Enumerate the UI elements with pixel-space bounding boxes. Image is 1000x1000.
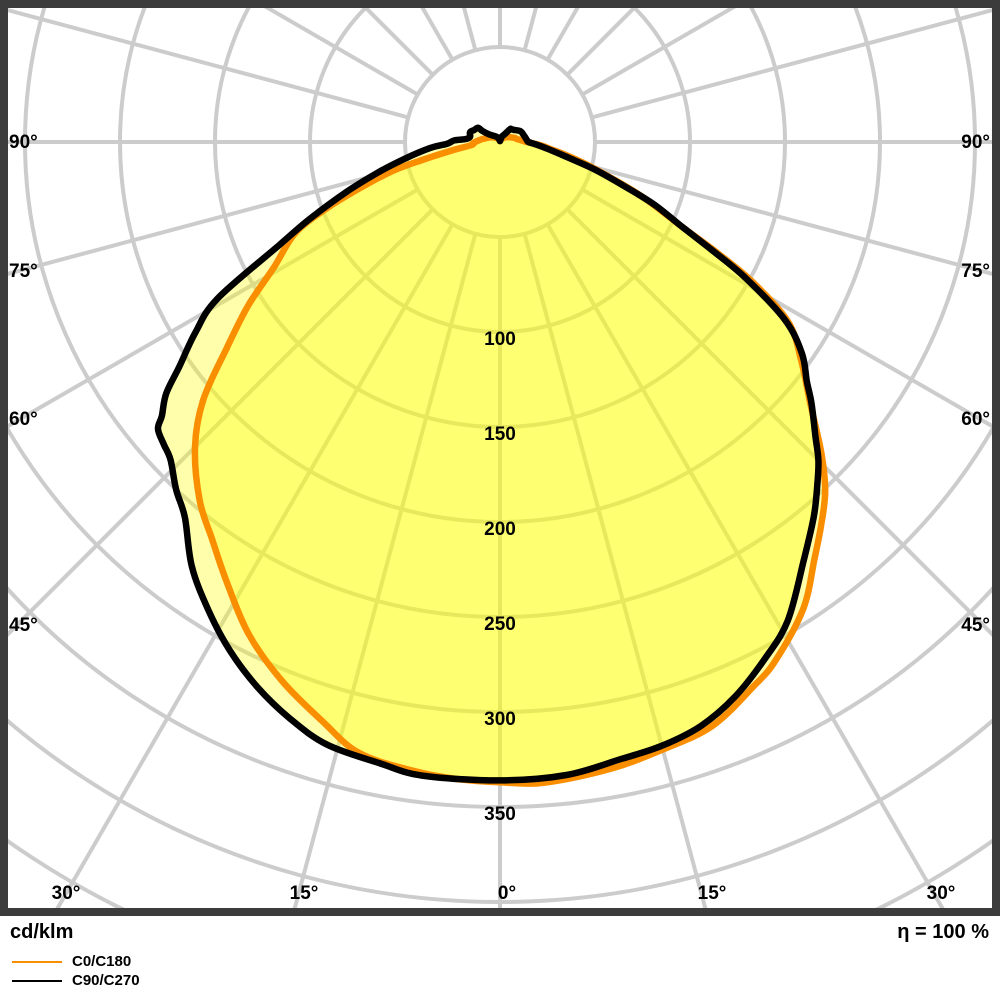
legend-label: C90/C270 (72, 972, 140, 989)
units-label: cd/klm (10, 921, 74, 943)
grid-radial-line (55, 223, 455, 908)
axis-labels: 100 150 200 250 300 350 90° 75° 60° 45° 90° 75° 60° 4… (9, 132, 990, 904)
legend-line-swatch (12, 960, 62, 963)
grid-radial-line (581, 187, 992, 429)
angle-tick-label-bottom: 30° (927, 883, 956, 904)
angle-tick-label-left: 90° (9, 132, 38, 153)
grid-radial-line (545, 8, 580, 61)
grid-radial-line (545, 223, 945, 908)
grid-radial-line (565, 207, 992, 637)
angle-tick-label-left: 75° (9, 261, 38, 282)
radial-tick-label: 250 (484, 614, 516, 635)
legend-label: C0/C180 (72, 953, 132, 970)
grid-radial-line (8, 207, 435, 637)
angle-tick-label-bottom: 15° (698, 883, 727, 904)
plot-frame (0, 0, 1000, 916)
radial-tick-label: 350 (484, 804, 516, 825)
radial-tick-label: 150 (484, 424, 516, 445)
grid-radial-line (591, 8, 992, 120)
radial-tick-label: 100 (484, 329, 516, 350)
angle-tick-label-left: 45° (9, 615, 38, 636)
c90-c270-curve (154, 124, 822, 784)
angle-tick-label-right: 75° (961, 261, 990, 282)
grid-radial-line (522, 233, 708, 908)
angle-tick-label-bottom: 30° (52, 883, 81, 904)
c90-c270-fill (157, 127, 819, 781)
efficiency-label: η = 100 % (897, 921, 989, 943)
grid-radial-line (8, 164, 409, 276)
angle-tick-label-bottom: 15° (290, 883, 319, 904)
angle-tick-label-bottom: 0° (498, 883, 516, 904)
angle-tick-label-left: 60° (9, 409, 38, 430)
grid-radial-line (292, 233, 478, 908)
grid-radial-line (420, 8, 455, 61)
intensity-curves (154, 124, 829, 787)
c0-c180-fill (194, 137, 826, 784)
radial-tick-label: 200 (484, 519, 516, 540)
angle-tick-label-right: 45° (961, 615, 990, 636)
grid-radial-line (8, 8, 409, 120)
legend-line-swatch (12, 979, 62, 982)
radial-tick-label: 300 (484, 709, 516, 730)
legend: C0/C180 C90/C270 (12, 952, 140, 990)
angle-tick-label-right: 90° (961, 132, 990, 153)
angle-tick-label-right: 60° (961, 409, 990, 430)
grid-radial-line (591, 164, 992, 276)
grid-radial-line (8, 187, 419, 429)
grid-radial-line (581, 8, 737, 97)
legend-item: C90/C270 (12, 971, 140, 990)
legend-item: C0/C180 (12, 952, 140, 971)
grid-radial-line (263, 8, 419, 97)
